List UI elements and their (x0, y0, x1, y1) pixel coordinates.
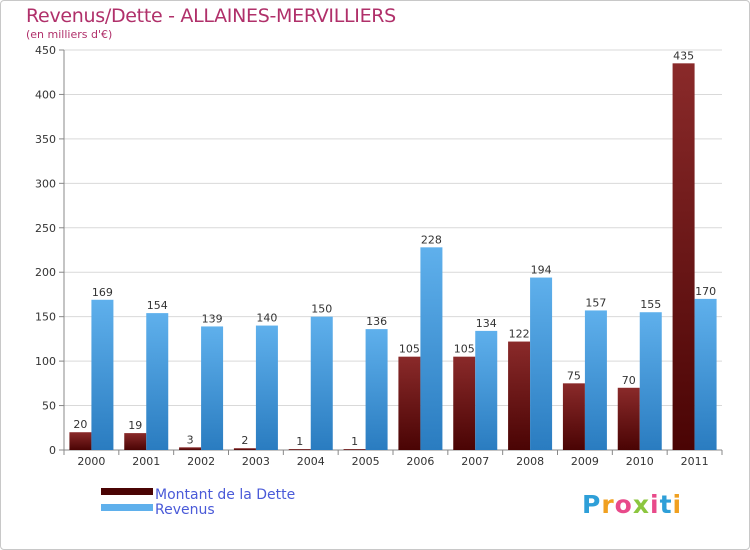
revenue-bar (91, 299, 114, 450)
debt-value-label: 105 (454, 343, 475, 356)
axes: 0 50 100 150 200 250 300 350 400 450 2000 2001 2002 2… (35, 44, 723, 468)
logo-letter: x (632, 490, 650, 519)
revenue-value-label: 170 (695, 285, 716, 298)
x-tick-label: 2005 (352, 455, 380, 468)
debt-bar (343, 449, 366, 450)
debt-value-label: 2 (241, 434, 248, 447)
revenue-bar (310, 316, 333, 450)
legend-label-revenue: Revenus (155, 502, 215, 518)
y-tick-label: 0 (49, 444, 56, 457)
revenue-value-label: 155 (640, 298, 661, 311)
logo-letter: i (672, 490, 683, 519)
logo-letter: i (650, 490, 660, 519)
debt-value-label: 70 (622, 374, 636, 387)
revenue-value-label: 228 (421, 233, 442, 246)
revenue-value-label: 150 (311, 303, 332, 316)
chart-subtitle: (en milliers d'€) (26, 28, 113, 41)
debt-bar (124, 433, 147, 450)
x-tick-label: 2002 (187, 455, 215, 468)
x-tick-label: 2004 (297, 455, 325, 468)
x-tick-label: 2006 (406, 455, 434, 468)
revenue-bar (475, 330, 498, 450)
x-tick-label: 2008 (516, 455, 544, 468)
revenue-value-label: 139 (202, 312, 223, 325)
revenue-value-label: 154 (147, 299, 168, 312)
revenue-bar (694, 298, 717, 450)
revenue-bar (584, 310, 607, 450)
debt-value-label: 20 (73, 418, 87, 431)
y-tick-label: 350 (35, 133, 56, 146)
chart-title: Revenus/Dette - ALLAINES-MERVILLIERS (26, 5, 396, 27)
debt-value-label: 19 (128, 419, 142, 432)
debt-bar (69, 432, 92, 450)
debt-value-label: 122 (509, 328, 530, 341)
revenue-value-label: 157 (585, 296, 606, 309)
debt-value-label: 1 (296, 435, 303, 448)
bars (69, 63, 717, 450)
revenue-bar (255, 325, 278, 450)
revenue-value-label: 136 (366, 315, 387, 328)
x-tick-label: 2011 (681, 455, 709, 468)
y-tick-label: 450 (35, 44, 56, 57)
logo-letter: t (659, 490, 673, 519)
revenue-bar (365, 329, 388, 450)
x-tick-label: 2001 (132, 455, 160, 468)
x-tick-label: 2010 (626, 455, 654, 468)
logo-letter: P (582, 490, 602, 519)
debt-bar (398, 356, 421, 450)
y-tick-label: 400 (35, 88, 56, 101)
legend-swatch-debt (101, 488, 153, 495)
legend-label-debt: Montant de la Dette (155, 487, 295, 503)
proxiti-logo: Proxiti (582, 490, 682, 519)
debt-bar (508, 341, 531, 450)
debt-bar (672, 63, 695, 450)
y-tick-label: 300 (35, 177, 56, 190)
debt-bar (562, 383, 585, 450)
debt-value-label: 3 (187, 433, 194, 446)
x-tick-label: 2009 (571, 455, 599, 468)
revenue-value-label: 194 (531, 264, 552, 277)
debt-bar (179, 447, 202, 450)
debt-value-label: 435 (673, 49, 694, 62)
revenue-value-label: 140 (256, 312, 277, 325)
revenue-bar (639, 312, 662, 450)
logo-letter: o (614, 490, 633, 519)
revenue-bar (420, 247, 443, 450)
debt-bar (233, 448, 256, 450)
x-tick-label: 2007 (461, 455, 489, 468)
revenue-bar (146, 313, 169, 450)
revenue-value-label: 134 (476, 317, 497, 330)
debt-value-label: 105 (399, 343, 420, 356)
y-tick-label: 200 (35, 266, 56, 279)
revenue-bar (201, 326, 224, 450)
debt-value-label: 75 (567, 369, 581, 382)
debt-bar (453, 356, 476, 450)
legend: Montant de la Dette Revenus (101, 487, 295, 518)
grid-lines (64, 49, 722, 407)
revenue-bar (530, 277, 553, 450)
debt-bar (288, 449, 311, 450)
x-tick-label: 2003 (242, 455, 270, 468)
debt-value-label: 1 (351, 435, 358, 448)
y-tick-label: 50 (42, 400, 56, 413)
data-labels: 2016919154313921401150113610522810513412… (73, 49, 716, 448)
legend-swatch-revenue (101, 504, 153, 511)
y-tick-label: 150 (35, 311, 56, 324)
y-tick-label: 100 (35, 355, 56, 368)
y-tick-label: 250 (35, 222, 56, 235)
revenue-value-label: 169 (92, 286, 113, 299)
x-tick-label: 2000 (77, 455, 105, 468)
debt-bar (617, 387, 640, 450)
logo-letter: r (601, 490, 615, 519)
